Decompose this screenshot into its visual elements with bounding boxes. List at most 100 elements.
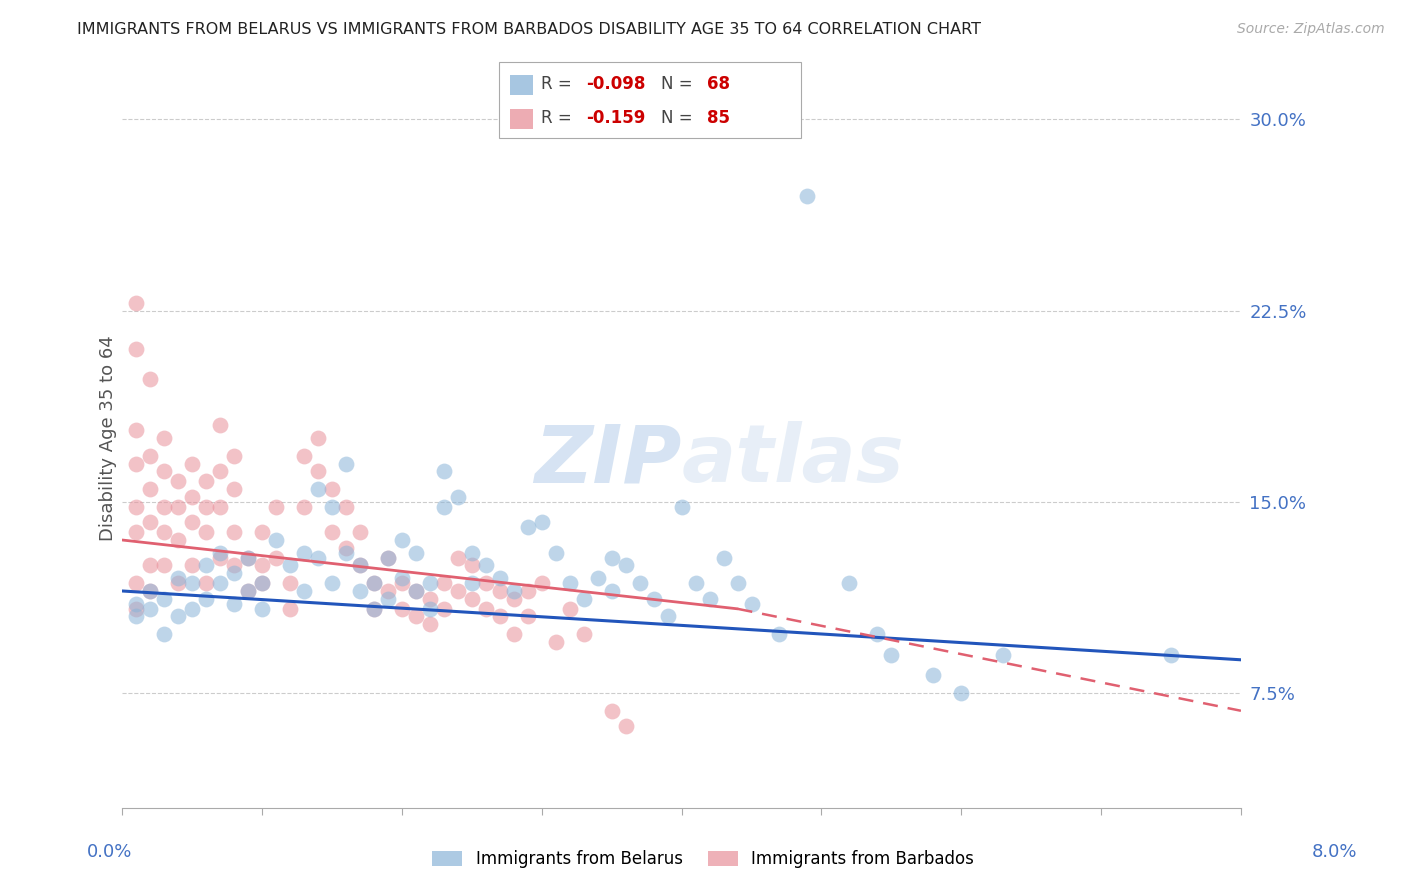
Point <box>516 584 538 599</box>
Point <box>236 550 259 565</box>
Point <box>502 627 524 641</box>
Point <box>349 525 371 540</box>
Point <box>1160 648 1182 662</box>
Point <box>363 602 385 616</box>
Point <box>419 576 441 591</box>
Point <box>433 576 456 591</box>
Point <box>405 584 427 599</box>
Point <box>461 576 484 591</box>
Text: ZIP: ZIP <box>534 421 682 500</box>
Point <box>433 464 456 478</box>
Point <box>209 576 232 591</box>
Point <box>447 490 470 504</box>
Point <box>447 550 470 565</box>
Point <box>335 541 357 555</box>
Point <box>600 550 623 565</box>
Point <box>544 546 567 560</box>
Point <box>125 500 148 514</box>
Point <box>264 500 287 514</box>
Point <box>195 591 218 606</box>
Point <box>685 576 707 591</box>
Point <box>461 591 484 606</box>
Point <box>195 558 218 573</box>
Point <box>139 584 162 599</box>
Point <box>419 591 441 606</box>
Text: 0.0%: 0.0% <box>87 843 132 861</box>
Point <box>363 576 385 591</box>
Point <box>167 475 190 489</box>
Point <box>391 571 413 585</box>
Point <box>363 602 385 616</box>
Point <box>447 584 470 599</box>
Point <box>419 602 441 616</box>
Point <box>236 550 259 565</box>
Point <box>516 609 538 624</box>
Point <box>125 609 148 624</box>
Text: -0.098: -0.098 <box>586 75 645 94</box>
Point <box>349 584 371 599</box>
Point <box>236 584 259 599</box>
Point <box>250 602 273 616</box>
Text: Source: ZipAtlas.com: Source: ZipAtlas.com <box>1237 22 1385 37</box>
Point <box>475 576 498 591</box>
Point <box>475 602 498 616</box>
Point <box>224 558 246 573</box>
Point <box>307 431 329 445</box>
Point <box>195 475 218 489</box>
Point <box>502 591 524 606</box>
Point <box>125 457 148 471</box>
Point <box>461 546 484 560</box>
Point <box>224 566 246 581</box>
Point <box>224 482 246 496</box>
Point <box>671 500 693 514</box>
Point <box>796 189 818 203</box>
Point <box>321 576 343 591</box>
Point <box>153 500 176 514</box>
Point <box>167 609 190 624</box>
Point <box>209 418 232 433</box>
Point <box>153 464 176 478</box>
Point <box>614 558 637 573</box>
Point <box>950 686 973 700</box>
Point <box>880 648 903 662</box>
Point <box>264 533 287 547</box>
Point <box>433 500 456 514</box>
Point <box>181 602 204 616</box>
Point <box>209 500 232 514</box>
Point <box>167 576 190 591</box>
Point <box>727 576 749 591</box>
Point <box>139 558 162 573</box>
Text: N =: N = <box>661 75 697 94</box>
Point <box>167 571 190 585</box>
Point <box>224 597 246 611</box>
Point <box>125 576 148 591</box>
Point <box>139 372 162 386</box>
Point <box>278 558 301 573</box>
Point <box>516 520 538 534</box>
Point <box>433 602 456 616</box>
Point <box>139 449 162 463</box>
Point <box>391 533 413 547</box>
Point <box>167 500 190 514</box>
Text: R =: R = <box>541 75 578 94</box>
Point <box>292 546 315 560</box>
Point <box>181 457 204 471</box>
Point <box>209 546 232 560</box>
Legend: Immigrants from Belarus, Immigrants from Barbados: Immigrants from Belarus, Immigrants from… <box>426 844 980 875</box>
Text: 85: 85 <box>707 110 730 128</box>
Point <box>153 558 176 573</box>
Point <box>600 584 623 599</box>
Point <box>278 576 301 591</box>
Point <box>153 627 176 641</box>
Point <box>614 719 637 733</box>
Point <box>572 591 595 606</box>
Point <box>139 584 162 599</box>
Point <box>586 571 609 585</box>
Point <box>224 525 246 540</box>
Point <box>558 602 581 616</box>
Point <box>195 576 218 591</box>
Point <box>600 704 623 718</box>
Point <box>181 558 204 573</box>
Text: 8.0%: 8.0% <box>1312 843 1357 861</box>
Point <box>153 431 176 445</box>
